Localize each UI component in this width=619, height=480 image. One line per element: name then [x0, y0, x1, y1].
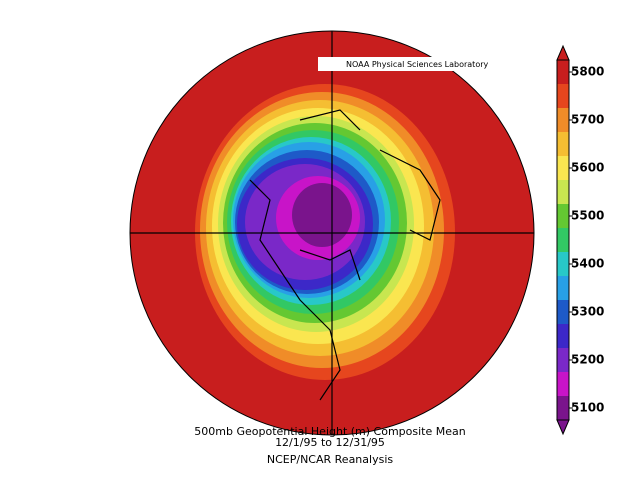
- height-field: [130, 31, 534, 435]
- colorbar-band: [557, 396, 569, 420]
- contour-fill: [292, 183, 352, 247]
- caption: 12/1/95 to 12/31/95: [275, 436, 385, 449]
- colorbar: 5100 5200 5300 5400 5500 5600 5700 5800: [556, 44, 604, 436]
- caption: NCEP/NCAR Reanalysis: [267, 453, 393, 466]
- colorbar-band: [557, 132, 569, 156]
- colorbar-arrow: [556, 44, 570, 61]
- colorbar-tick-label: 5300: [571, 305, 604, 319]
- colorbar-tick-label: 5700: [571, 113, 604, 127]
- colorbar-band: [557, 60, 569, 84]
- credit: NOAA Physical Sciences Laboratory: [346, 60, 489, 69]
- colorbar-tick-label: 5800: [571, 65, 604, 79]
- colorbar-band: [557, 180, 569, 204]
- colorbar-tick-label: 5400: [571, 257, 604, 271]
- colorbar-tick-label: 5100: [571, 401, 604, 415]
- colorbar-band: [557, 348, 569, 372]
- colorbar-band: [557, 84, 569, 108]
- colorbar-band: [557, 300, 569, 324]
- colorbar-band: [557, 252, 569, 276]
- colorbar-band: [557, 372, 569, 396]
- colorbar-tick-label: 5600: [571, 161, 604, 175]
- colorbar-frame: [556, 59, 570, 421]
- colorbar-band: [557, 276, 569, 300]
- colorbar-tick-label: 5500: [571, 209, 604, 223]
- credit-box: [318, 57, 506, 71]
- caption: 500mb Geopotential Height (m) Composite …: [194, 425, 465, 438]
- colorbar-band: [557, 156, 569, 180]
- coastline: [249, 109, 441, 401]
- colorbar-arrow: [556, 419, 570, 436]
- colorbar-band: [557, 228, 569, 252]
- colorbar-band: [557, 324, 569, 348]
- colorbar-tick-label: 5200: [571, 353, 604, 367]
- colorbar-band: [557, 108, 569, 132]
- colorbar-band: [557, 204, 569, 228]
